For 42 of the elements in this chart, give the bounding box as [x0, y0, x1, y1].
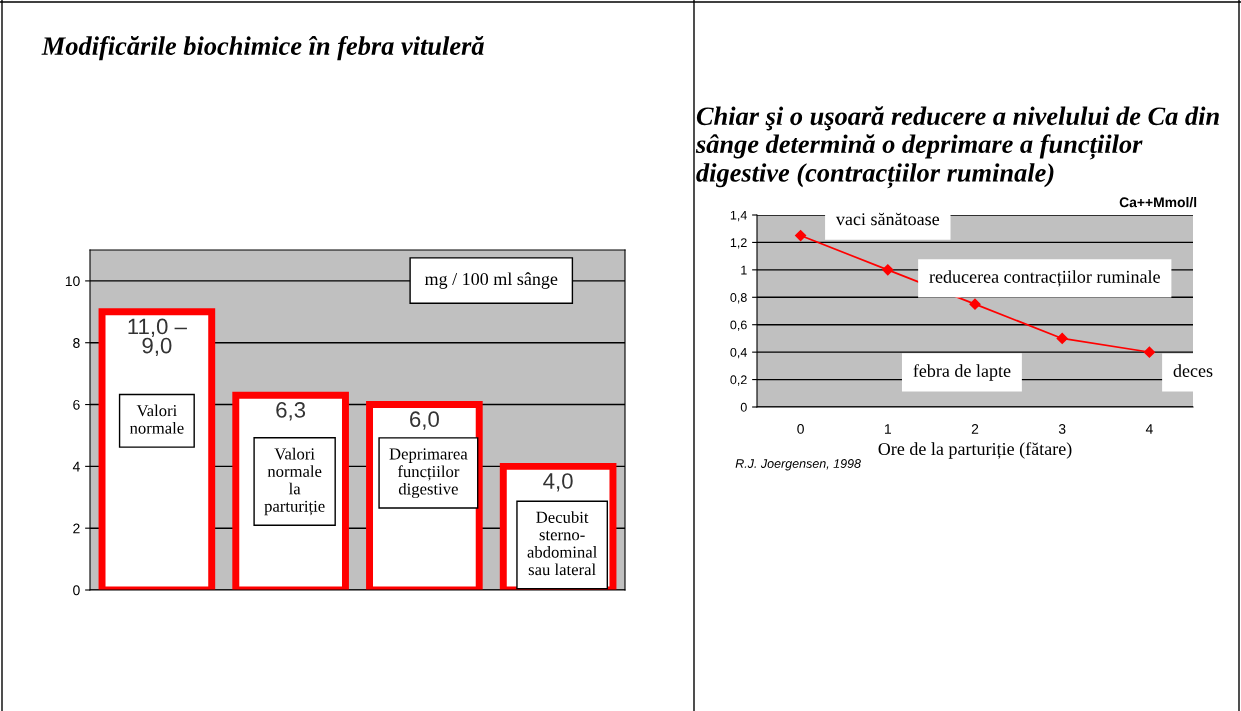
- chart-title: Chiar şi o uşoară reducere a nivelului de Ca din sânge determină o deprimare a funcțiilor digestive (contracțiilor ruminale): [695, 106, 1219, 189]
- data-label: 11,0 – 9,0: [128, 318, 187, 357]
- point: [1056, 332, 1068, 345]
- annotation: Valori normale: [129, 404, 184, 434]
- y-tick-label: 1,2: [730, 238, 747, 249]
- point: [882, 264, 894, 276]
- annotation: vaci sănătoase: [835, 212, 940, 226]
- y-tick-label: 0: [73, 585, 80, 596]
- annotation: febra de lapte: [913, 364, 1011, 381]
- x-tick-label: 3: [1058, 424, 1066, 434]
- y-tick-label: 1: [741, 265, 747, 275]
- y-tick-label: 0,8: [730, 293, 747, 304]
- data-label: 6,0: [410, 411, 439, 430]
- annotation: Valori normale la parturiție: [264, 447, 325, 516]
- y-tick-label: 2: [73, 523, 80, 534]
- y-tick-label: 1,4: [730, 210, 747, 222]
- y-tick-label: 0: [740, 402, 747, 412]
- x-tick-label: 0: [797, 424, 804, 434]
- x-tick-label: 4: [1145, 424, 1153, 434]
- x-tick-label: 1: [885, 424, 891, 434]
- annotation: mg / 100 ml sânge: [424, 272, 558, 289]
- y-tick-label: 6: [73, 399, 80, 410]
- y-tick-label: 0,2: [730, 375, 747, 386]
- data-label: 4,0: [543, 473, 573, 492]
- text: Ca++Mmol/l: [1119, 197, 1197, 208]
- annotation: reducerea contracțiilor ruminale: [929, 270, 1160, 287]
- y-tick-label: 4: [72, 461, 80, 472]
- annotation: deces: [1173, 364, 1213, 377]
- x-tick-label: 2: [971, 424, 979, 434]
- data-label: 6,3: [276, 402, 306, 421]
- y-tick-label: 10: [65, 276, 80, 287]
- y-tick-label: 0,6: [730, 320, 747, 331]
- y-tick-label: 8: [73, 338, 80, 348]
- y-tick-label: 0,4: [730, 347, 747, 359]
- point: [1143, 346, 1156, 358]
- x-axis-title: Ore de la parturiție (fătare): [878, 442, 1072, 459]
- point: [794, 229, 807, 242]
- annotation: Decubit sterno- abdominal sau lateral: [527, 511, 597, 576]
- point: [969, 298, 981, 310]
- annotation: Deprimarea funcțiilor digestive: [389, 448, 468, 499]
- chart-title: Modificările biochimice în febra vituleră: [41, 36, 484, 61]
- text: R.J. Joergensen, 1998: [735, 459, 861, 471]
